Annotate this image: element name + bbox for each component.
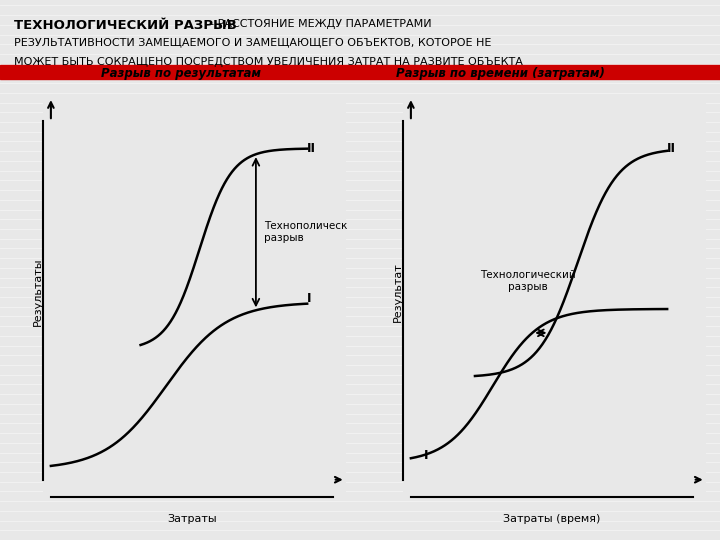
Text: Затраты (время): Затраты (время) [503, 514, 600, 524]
Text: Результат: Результат [393, 262, 403, 322]
Text: Технологический
разрыв: Технологический разрыв [480, 271, 576, 292]
Text: ТЕХНОЛОГИЧЕСКИЙ РАЗРЫВ: ТЕХНОЛОГИЧЕСКИЙ РАЗРЫВ [14, 19, 238, 32]
Text: МОЖЕТ БЫТЬ СОКРАЩЕНО ПОСРЕДСТВОМ УВЕЛИЧЕНИЯ ЗАТРАТ НА РАЗВИТЕ ОБЪЕКТА: МОЖЕТ БЫТЬ СОКРАЩЕНО ПОСРЕДСТВОМ УВЕЛИЧЕ… [14, 57, 523, 67]
Text: I: I [423, 449, 428, 462]
Bar [0, 65, 720, 79]
Text: Результаты: Результаты [33, 258, 43, 326]
Text: II: II [667, 142, 676, 155]
Text: РЕЗУЛЬТАТИВНОСТИ ЗАМЕЩАЕМОГО И ЗАМЕЩАЮЩЕГО ОБЪЕКТОВ, КОТОРОЕ НЕ: РЕЗУЛЬТАТИВНОСТИ ЗАМЕЩАЕМОГО И ЗАМЕЩАЮЩЕ… [14, 38, 492, 48]
Text: Затраты: Затраты [167, 514, 217, 524]
Text: Разрыв по времени (затратам): Разрыв по времени (затратам) [396, 67, 605, 80]
Text: Технополическ
разрыв: Технополическ разрыв [264, 221, 347, 243]
Text: Разрыв по результатам: Разрыв по результатам [101, 67, 261, 80]
Text: II: II [307, 142, 316, 155]
Text: – РАССТОЯНИЕ МЕЖДУ ПАРАМЕТРАМИ: – РАССТОЯНИЕ МЕЖДУ ПАРАМЕТРАМИ [205, 19, 432, 29]
Text: I: I [307, 292, 312, 305]
